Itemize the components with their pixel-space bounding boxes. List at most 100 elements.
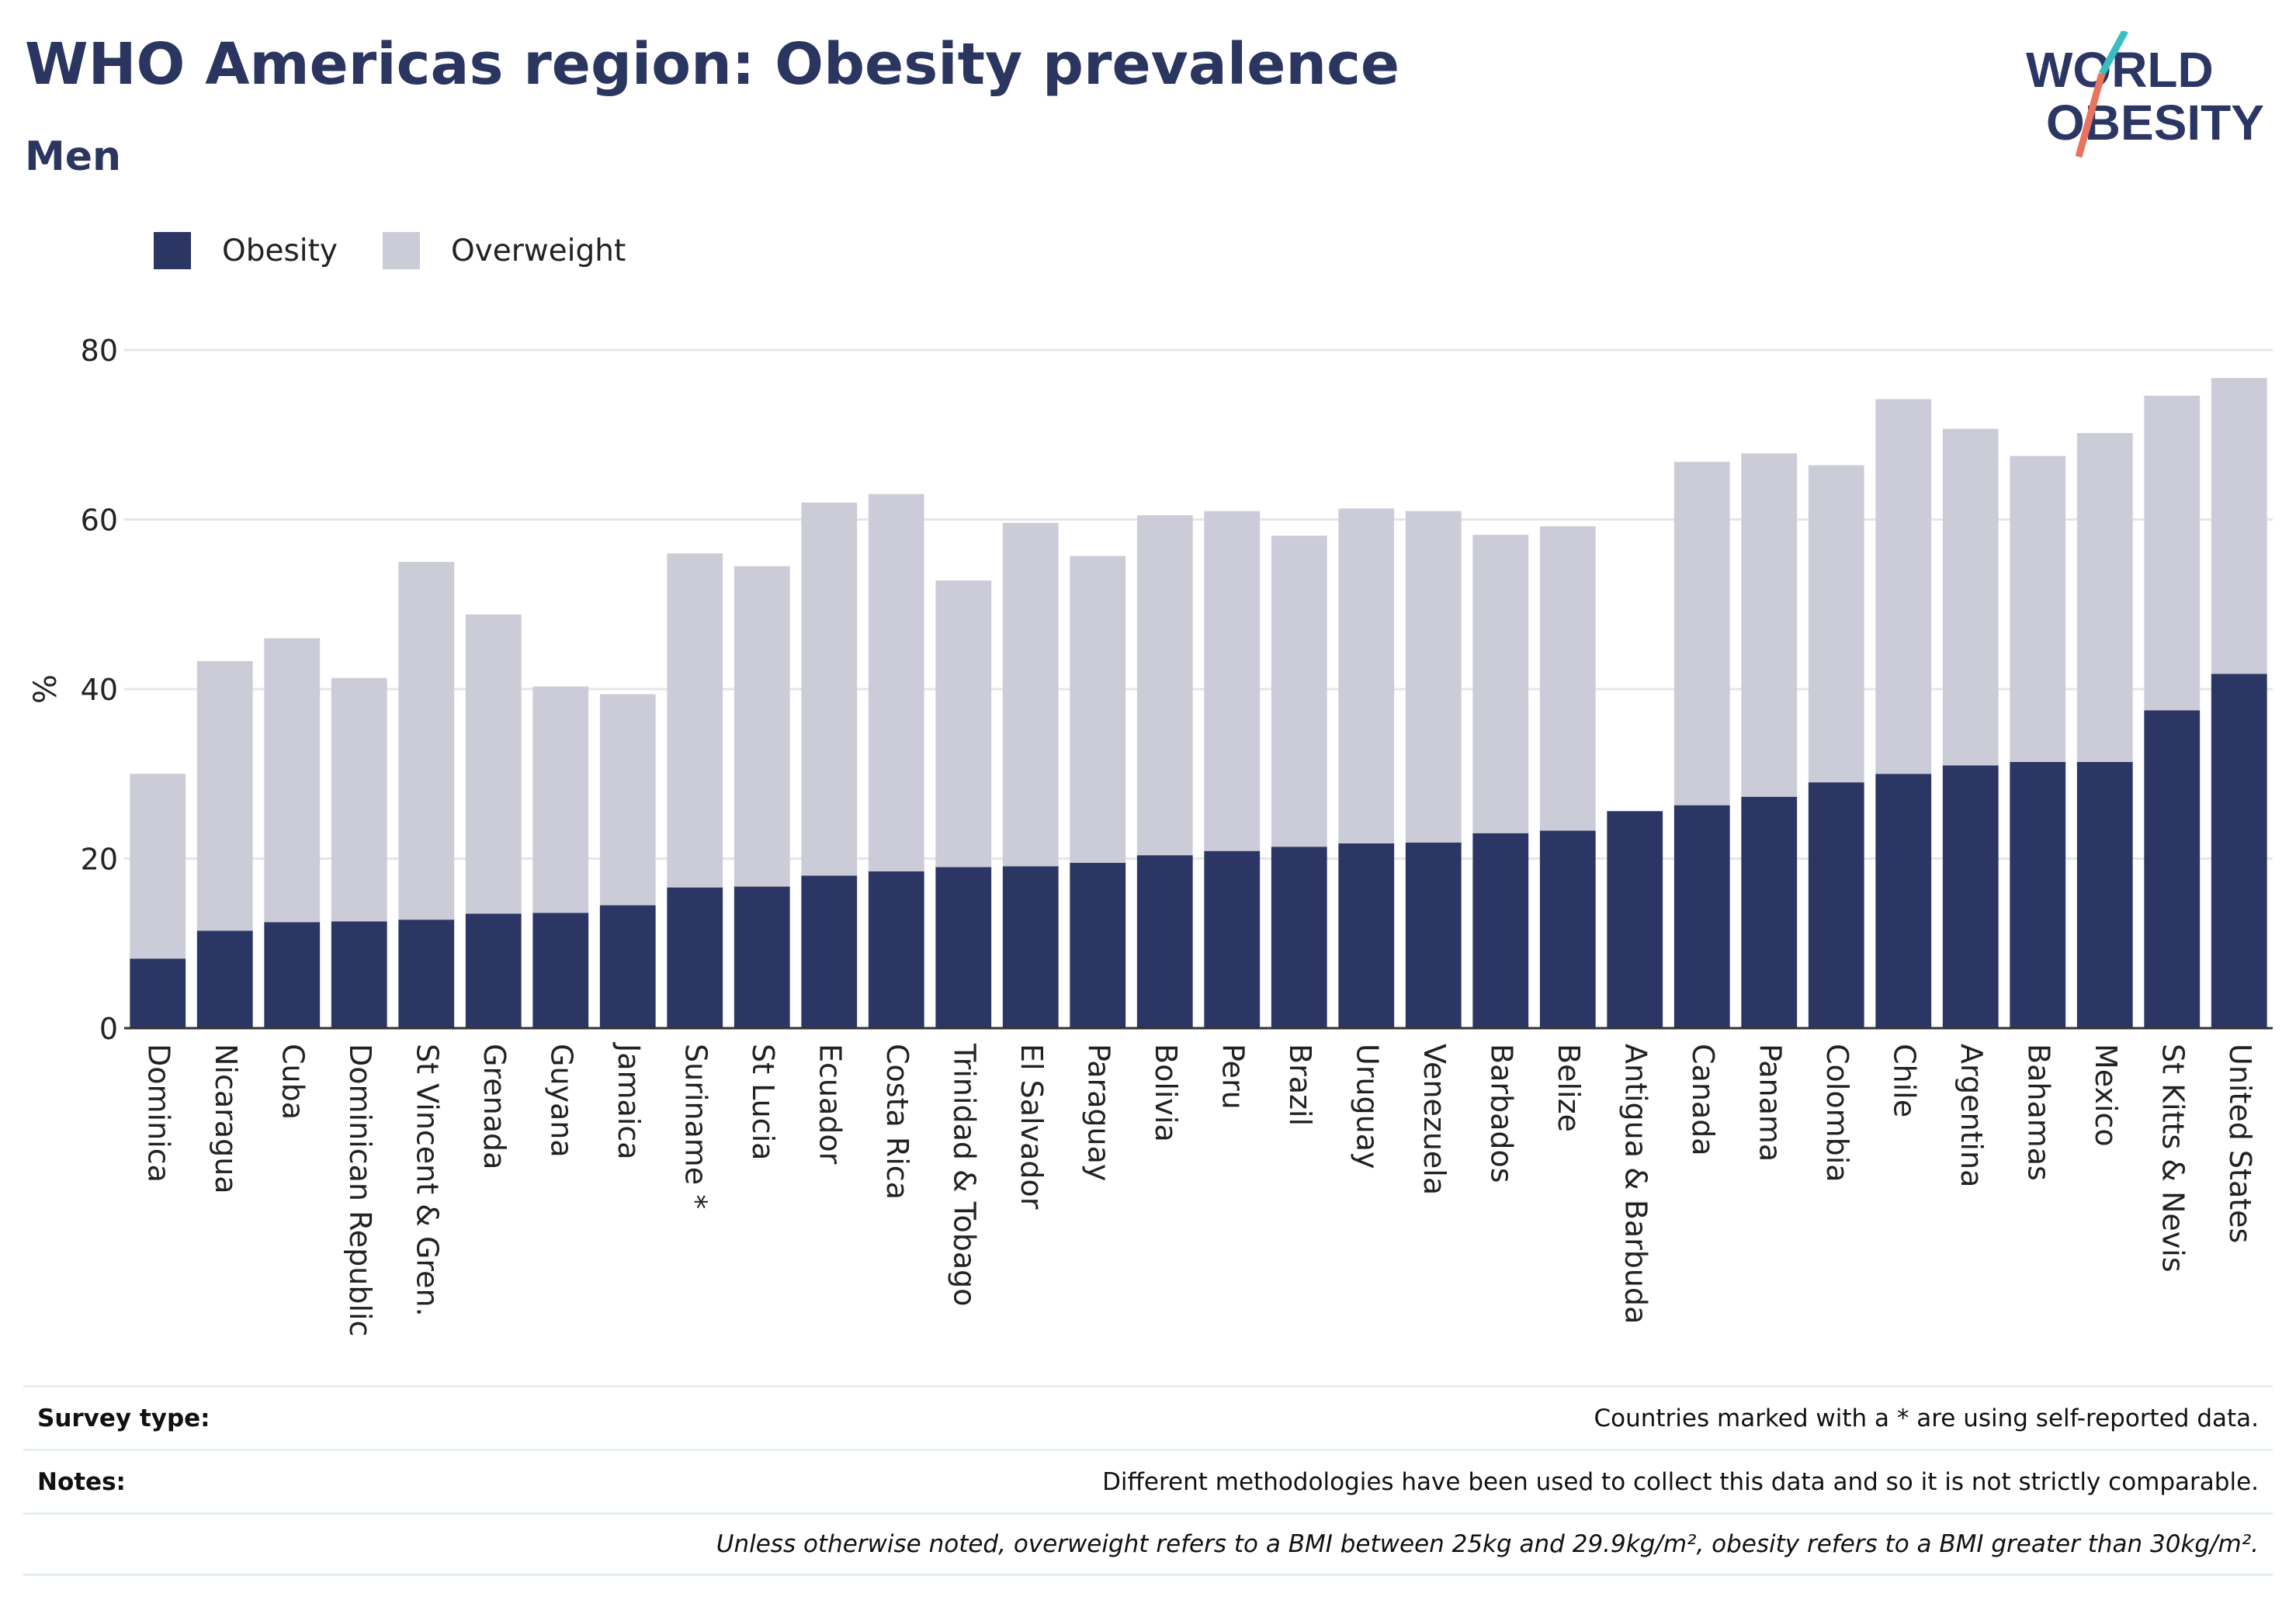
- logo-line1: WORLD: [2026, 42, 2214, 98]
- bar-overweight: [532, 686, 589, 913]
- x-tick-label: Suriname *: [678, 1044, 713, 1209]
- bar-obesity: [1472, 833, 1529, 1028]
- legend-item-overweight: Overweight: [382, 232, 626, 269]
- bar-obesity: [1002, 866, 1059, 1028]
- x-tick-label: St Vincent & Gren.: [410, 1044, 444, 1317]
- bar-overweight: [1539, 526, 1596, 831]
- survey-type-text: Countries marked with a * are using self…: [1594, 1404, 2260, 1432]
- x-tick-label: Dominican Republic: [343, 1044, 377, 1336]
- survey-type-row: Survey type: Countries marked with a * a…: [23, 1385, 2273, 1449]
- legend-label-overweight: Overweight: [450, 233, 626, 268]
- x-tick-label: Canada: [1686, 1044, 1720, 1156]
- bar-overweight: [1070, 556, 1126, 863]
- x-tick-label: Cuba: [276, 1044, 310, 1120]
- x-tick-label: Guyana: [544, 1044, 578, 1158]
- bar-obesity: [1808, 782, 1864, 1028]
- y-axis-label: %: [28, 674, 64, 704]
- bar-obesity: [2076, 761, 2133, 1028]
- x-tick-label: Argentina: [1954, 1044, 1989, 1187]
- x-tick-label: Mexico: [2089, 1044, 2123, 1147]
- x-tick-label: Ecuador: [813, 1044, 847, 1165]
- bar-overweight: [1136, 515, 1193, 856]
- bar-overweight: [1942, 428, 1999, 766]
- x-tick-label: Trinidad & Tobago: [947, 1043, 981, 1307]
- bar-overweight: [2211, 378, 2267, 674]
- bar-overweight: [2076, 433, 2133, 762]
- bar-overweight: [264, 638, 321, 923]
- x-tick-label: St Kitts & Nevis: [2156, 1044, 2190, 1273]
- bar-obesity: [264, 922, 321, 1028]
- x-tick-label: Costa Rica: [880, 1044, 914, 1200]
- y-tick-label: 60: [81, 504, 118, 538]
- x-axis: Dominica Nicaragua Cuba Dominican Republic S…: [124, 1027, 2273, 1336]
- legend-swatch-overweight: [382, 232, 420, 269]
- bar-overweight: [734, 566, 790, 887]
- x-tick-label: Belize: [1552, 1044, 1586, 1132]
- logo-slash-teal: [2099, 31, 2128, 76]
- bar-obesity: [868, 871, 924, 1028]
- notes-row: Notes: Different methodologies have been…: [23, 1449, 2273, 1512]
- bar-obesity: [2010, 761, 2066, 1028]
- x-tick-label: Paraguay: [1081, 1044, 1115, 1181]
- bar-obesity: [734, 886, 790, 1028]
- world-obesity-logo: WORLD OBESITY: [2026, 31, 2264, 158]
- bar-overweight: [1271, 535, 1327, 847]
- bar-obesity: [1607, 811, 1663, 1028]
- bar-overweight: [398, 562, 455, 920]
- x-tick-label: Barbados: [1484, 1044, 1518, 1183]
- x-tick-label: Antigua & Barbuda: [1618, 1044, 1653, 1324]
- bar-obesity: [935, 867, 992, 1028]
- bar-overweight: [1673, 462, 1730, 805]
- bar-overweight: [599, 694, 656, 906]
- y-tick-label: 0: [99, 1012, 118, 1046]
- bar-obesity: [1271, 847, 1327, 1028]
- notes-text: Different methodologies have been used t…: [1102, 1467, 2259, 1496]
- y-tick-label: 40: [81, 673, 118, 707]
- survey-type-label: Survey type:: [37, 1404, 210, 1432]
- bar-obesity: [1673, 805, 1730, 1028]
- x-tick-label: Colombia: [1820, 1044, 1854, 1183]
- bar-overweight: [1472, 535, 1529, 833]
- x-tick-label: Brazil: [1283, 1044, 1317, 1126]
- definition-row: Unless otherwise noted, overweight refer…: [23, 1512, 2273, 1576]
- bar-overweight: [130, 774, 186, 959]
- bar-obesity: [667, 887, 723, 1028]
- x-tick-label: United States: [2223, 1044, 2257, 1243]
- bar-overweight: [801, 502, 858, 876]
- notes-label: Notes:: [37, 1467, 126, 1496]
- bar-overweight: [1204, 511, 1261, 851]
- bar-overweight: [1405, 511, 1462, 843]
- bar-obesity: [1338, 843, 1395, 1028]
- x-tick-label: Bolivia: [1149, 1044, 1183, 1142]
- chart-title: WHO Americas region: Obesity prevalence: [25, 31, 1400, 98]
- x-tick-label: Venezuela: [1417, 1044, 1451, 1195]
- bar-overweight: [1338, 508, 1395, 843]
- bar-obesity: [2144, 710, 2201, 1028]
- bar-overweight: [1002, 522, 1059, 867]
- bar-obesity: [1405, 842, 1462, 1028]
- bar-obesity: [1539, 830, 1596, 1028]
- legend-swatch-obesity: [154, 232, 191, 269]
- bar-obesity: [2211, 674, 2267, 1028]
- x-tick-label: Chile: [1887, 1044, 1921, 1117]
- definition-text: Unless otherwise noted, overweight refer…: [716, 1530, 2259, 1558]
- legend-label-obesity: Obesity: [222, 233, 338, 268]
- y-tick-label: 80: [81, 334, 118, 368]
- x-tick-label: Uruguay: [1350, 1044, 1384, 1169]
- bar-overweight: [1808, 465, 1864, 783]
- bar-obesity: [398, 920, 455, 1028]
- bar-overweight: [1875, 399, 1932, 774]
- bar-obesity: [599, 905, 656, 1028]
- bar-overweight: [667, 553, 723, 888]
- bar-obesity: [1204, 850, 1261, 1028]
- bar-obesity: [1942, 765, 1999, 1028]
- bars: [130, 378, 2267, 1028]
- bar-obesity: [130, 958, 186, 1028]
- bar-obesity: [196, 930, 253, 1028]
- x-tick-label: Jamaica: [612, 1042, 646, 1160]
- bar-overweight: [1741, 453, 1798, 797]
- bar-overweight: [2010, 455, 2066, 762]
- y-tick-label: 20: [81, 843, 118, 877]
- bar-obesity: [1136, 855, 1193, 1028]
